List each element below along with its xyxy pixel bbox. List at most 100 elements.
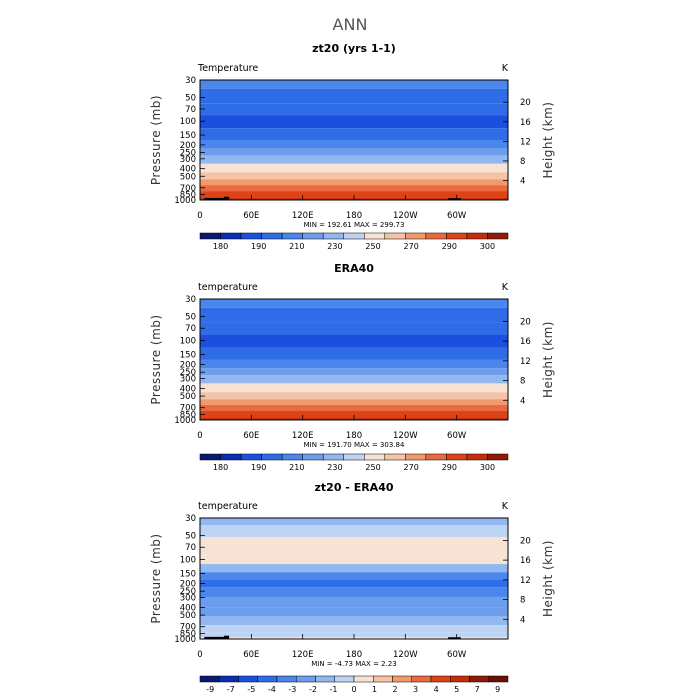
contour-band [200,191,508,198]
y-tick-label: 50 [185,532,196,542]
y2-axis-label: Height (km) [541,321,555,398]
colorbar-label: 210 [289,463,304,472]
x-tick-label: 120W [393,650,418,660]
terrain-mask [204,197,229,200]
contour-band [200,103,508,116]
contour-band [200,128,508,140]
y-tick-label: 700 [180,404,196,414]
y2-tick-label: 16 [520,337,531,347]
panel-1: zt20 (yrs 1-1)Temperature K30507010015020… [149,42,555,251]
y-tick-label: 400 [180,165,196,175]
colorbar-label: -4 [268,685,276,694]
contour-band [200,625,508,633]
colorbar-label: 5 [454,685,459,694]
x-tick-label: 60E [243,650,259,660]
colorbar-swatch [425,232,447,240]
y2-tick-label: 4 [520,396,525,406]
colorbar-label: 250 [365,463,380,472]
y-tick-label: 50 [185,313,196,323]
x-tick-label: 60W [447,211,467,221]
terrain-mask [223,196,230,200]
colorbar-swatch [240,453,262,461]
contour-band [200,115,508,129]
x-tick-label: 60E [243,431,259,441]
x-tick-label: 60E [243,211,259,221]
y-tick-label: 100 [180,556,196,566]
y2-tick-label: 20 [520,317,531,327]
colorbar-swatch [302,232,324,240]
y2-tick-label: 16 [520,118,531,128]
y-axis-label: Pressure (mb) [149,314,163,404]
y-tick-label: 850 [180,190,196,200]
y-tick-label: 400 [180,384,196,394]
y-tick-label: 200 [180,360,196,370]
colorbar-label: 210 [289,242,304,251]
panel-title: zt20 (yrs 1-1) [312,42,396,55]
contour-band [200,579,508,588]
colorbar-label: 230 [327,242,342,251]
colorbar-label: 0 [351,685,356,694]
colorbar-label: 180 [213,463,228,472]
contour-band [200,179,508,186]
colorbar-swatch [199,453,221,461]
colorbar-swatch [238,675,258,683]
y2-tick-label: 12 [520,576,531,586]
colorbar-swatch [405,453,427,461]
x-tick-label: 120W [393,431,418,441]
colorbar-swatch [219,675,239,683]
main-title: ANN [333,15,368,34]
colorbar-swatch [466,453,488,461]
colorbar-swatch [220,453,242,461]
y-tick-label: 700 [180,184,196,194]
colorbar-swatch [240,232,262,240]
variable-label: temperature [198,501,258,512]
min-max-stats: MIN = 192.61 MAX = 299.73 [304,221,405,229]
contour-band [200,616,508,626]
contour-band [200,383,508,393]
contour-band [200,185,508,192]
y-tick-label: 70 [185,105,196,115]
y-axis-label: Pressure (mb) [149,533,163,623]
colorbar-swatch [450,675,470,683]
colorbar-swatch [373,675,393,683]
contour-band [200,411,508,418]
colorbar-swatch [466,232,488,240]
y-tick-label: 250 [180,368,196,378]
contour-band [200,572,508,580]
contour-band [200,518,508,525]
colorbar-label: 270 [404,242,419,251]
colorbar-label: 4 [434,685,439,694]
min-max-stats: MIN = 191.70 MAX = 303.84 [304,441,405,449]
x-tick-label: 60W [447,431,467,441]
contour-band [200,392,508,400]
contour-band [200,375,508,384]
y-tick-label: 200 [180,579,196,589]
panel-title: zt20 - ERA40 [315,481,394,494]
contour-band [200,359,508,369]
contour-band [200,399,508,406]
y-tick-label: 1000 [174,416,196,426]
colorbar-swatch [384,232,406,240]
y-tick-label: 100 [180,337,196,347]
y-tick-label: 150 [180,570,196,580]
y-tick-label: 300 [180,374,196,384]
y-tick-label: 30 [185,295,196,305]
colorbar-label: 7 [475,685,480,694]
y-axis-label: Pressure (mb) [149,95,163,185]
colorbar-label: -5 [247,685,255,694]
colorbar-label: -7 [227,685,235,694]
y-tick-label: 300 [180,155,196,165]
min-max-stats: MIN = -4.73 MAX = 2.23 [311,660,397,668]
y-tick-label: 150 [180,351,196,361]
y-tick-label: 250 [180,149,196,159]
y-tick-label: 500 [180,611,196,621]
contour-band [200,555,508,565]
x-tick-label: 0 [197,211,202,221]
colorbar-swatch [302,453,324,461]
y2-tick-label: 12 [520,137,531,147]
colorbar-swatch [343,453,365,461]
colorbar-swatch [364,453,386,461]
contour-band [200,587,508,597]
x-tick-label: 60W [447,650,467,660]
